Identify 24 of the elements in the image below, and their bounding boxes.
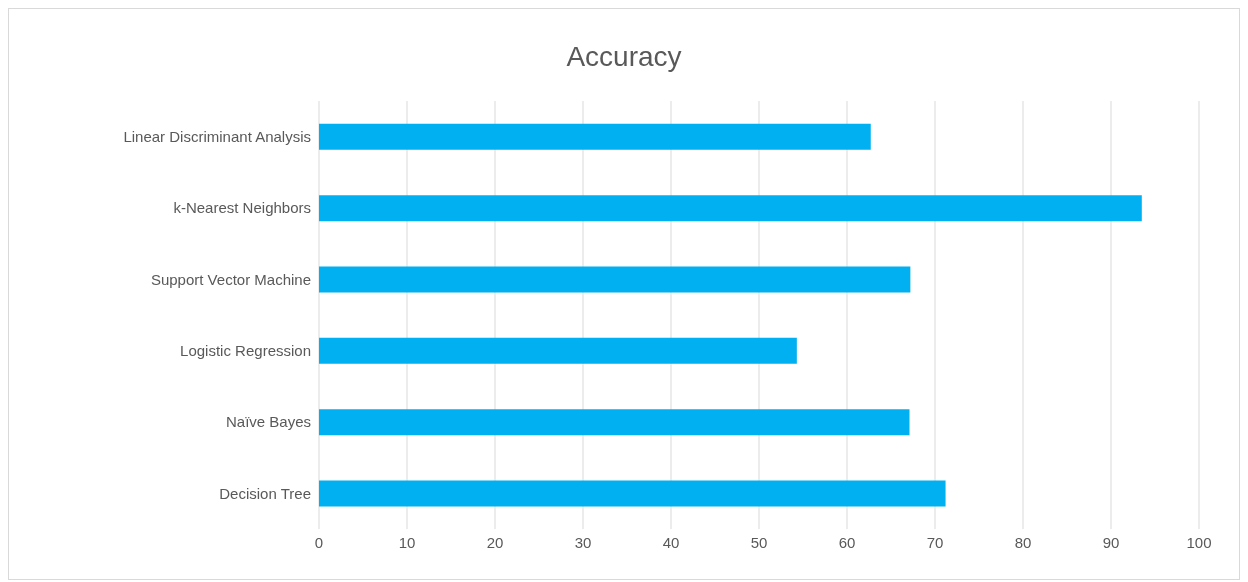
y-tick-label: Support Vector Machine (150, 270, 311, 288)
x-tick-label: 100 (1186, 533, 1212, 551)
bar (319, 195, 1142, 222)
x-tick-label: 90 (1102, 533, 1120, 551)
x-tick-label: 60 (838, 533, 856, 551)
x-tick-label: 70 (926, 533, 944, 551)
x-tick-label: 30 (574, 533, 592, 551)
y-tick-label: k-Nearest Neighbors (173, 199, 311, 217)
y-tick-label: Naïve Bayes (225, 413, 311, 431)
x-tick-label: 0 (314, 533, 324, 551)
x-tick-label: 40 (662, 533, 680, 551)
y-tick-label: Logistic Regression (180, 341, 311, 359)
x-tick-label: 50 (750, 533, 768, 551)
chart-title: Accuracy (565, 40, 683, 74)
bar (319, 480, 946, 507)
x-tick-label: 20 (486, 533, 504, 551)
x-tick-label: 10 (398, 533, 416, 551)
y-tick-label: Decision Tree (219, 484, 311, 502)
y-tick-label: Linear Discriminant Analysis (123, 127, 311, 145)
bar (319, 337, 797, 364)
x-tick-label: 80 (1014, 533, 1032, 551)
bar (319, 409, 910, 436)
bar (319, 266, 911, 293)
bar (319, 123, 871, 150)
